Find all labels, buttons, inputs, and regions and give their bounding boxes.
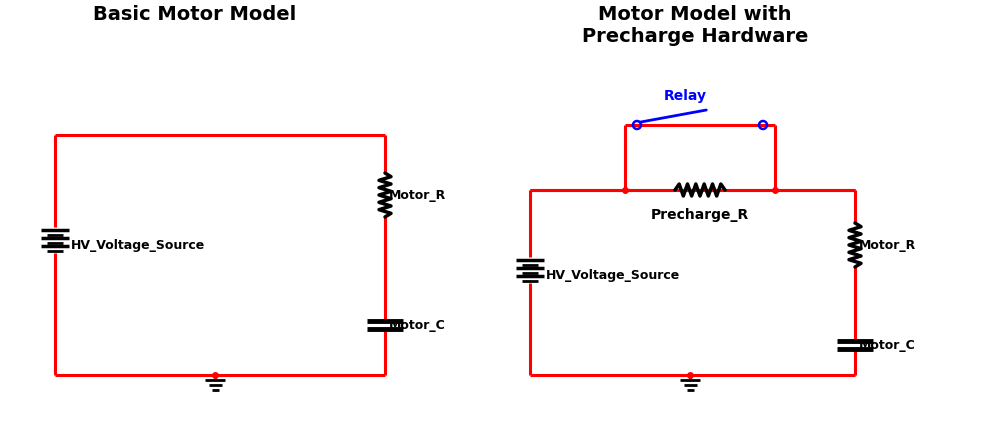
Text: Relay: Relay (664, 89, 707, 103)
Text: Motor_C: Motor_C (389, 319, 445, 332)
Text: Motor_R: Motor_R (389, 189, 446, 202)
Text: Motor_R: Motor_R (859, 239, 916, 251)
Text: Precharge_R: Precharge_R (651, 208, 749, 222)
Text: Motor Model with
Precharge Hardware: Motor Model with Precharge Hardware (581, 5, 808, 46)
Text: HV_Voltage_Source: HV_Voltage_Source (546, 268, 680, 282)
Text: Basic Motor Model: Basic Motor Model (93, 5, 296, 24)
Text: Motor_C: Motor_C (859, 339, 915, 352)
Text: HV_Voltage_Source: HV_Voltage_Source (71, 239, 205, 251)
